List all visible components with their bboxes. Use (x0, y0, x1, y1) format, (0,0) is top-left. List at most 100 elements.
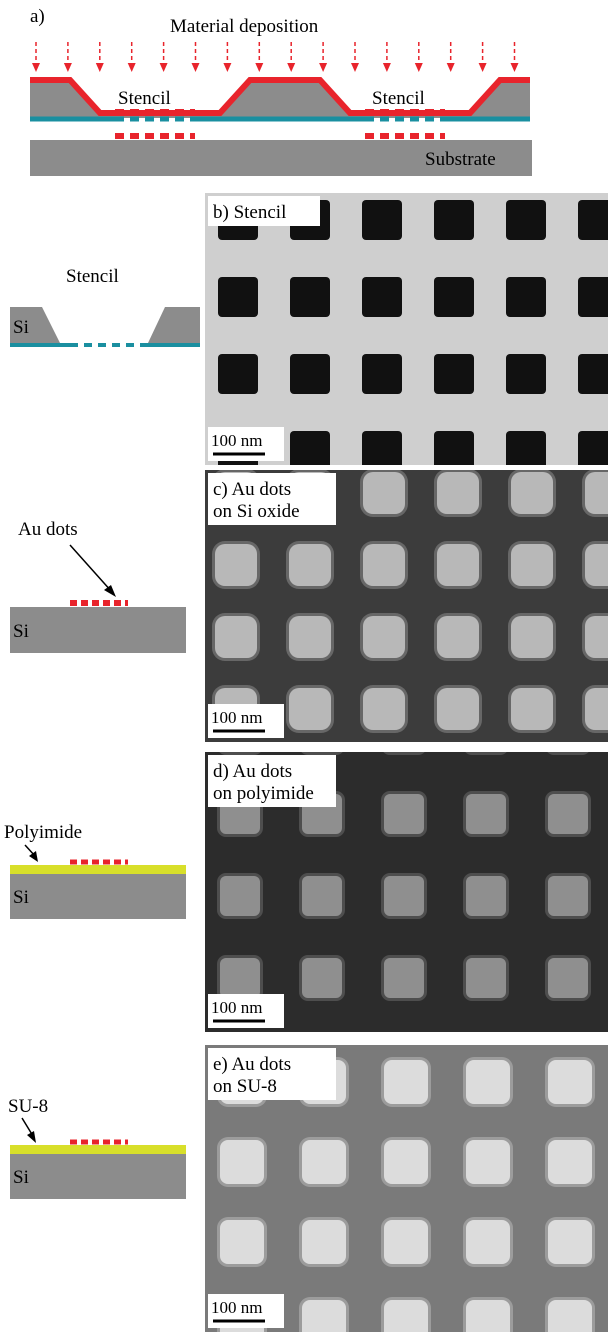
image-label: d) Au dots (213, 761, 292, 782)
material-label: Si (13, 1167, 29, 1188)
dot (466, 1300, 510, 1332)
dot (289, 544, 331, 586)
figure: a) Material deposition Stencil Stencil S… (0, 0, 608, 1332)
image-label: on polyimide (213, 783, 314, 804)
dot (548, 958, 588, 998)
arrow-head (479, 63, 487, 72)
dot (362, 354, 402, 394)
dot (384, 1220, 428, 1264)
schematic-c: Au dots Si (10, 519, 186, 653)
si-block (148, 307, 200, 343)
su8-layer (10, 1145, 186, 1154)
material-label: Si (13, 317, 29, 338)
dot (290, 354, 330, 394)
dot (437, 544, 479, 586)
image-label: e) Au dots (213, 1054, 291, 1075)
arrow-head (287, 63, 295, 72)
dot (302, 1300, 346, 1332)
deposition-arrows (32, 42, 519, 72)
arrow-head (511, 63, 519, 72)
dot (506, 431, 546, 471)
dot (548, 1220, 592, 1264)
dot (548, 1300, 592, 1332)
dot (363, 544, 405, 586)
schematic-label: Au dots (18, 519, 78, 540)
image-label: on Si oxide (213, 501, 300, 522)
dot (578, 431, 608, 471)
arrow-head (383, 63, 391, 72)
dot (466, 1140, 510, 1184)
dot (548, 876, 588, 916)
scale-label: 100 nm (211, 431, 262, 450)
schematic-b: Stencil Si (10, 266, 200, 345)
dot (437, 472, 479, 514)
dot (220, 1140, 264, 1184)
dot (511, 544, 553, 586)
dot (215, 616, 257, 658)
dot (548, 1140, 592, 1184)
arrow-head (223, 63, 231, 72)
dot (384, 1140, 428, 1184)
dot (363, 688, 405, 730)
dot (585, 616, 608, 658)
arrow-head (319, 63, 327, 72)
arrow-head (96, 63, 104, 72)
dot (363, 616, 405, 658)
stencil-label: Stencil (372, 88, 425, 109)
image-label: b) Stencil (213, 202, 286, 223)
dot (290, 277, 330, 317)
si-substrate (10, 874, 186, 919)
arrow-head (351, 63, 359, 72)
polyimide-layer (10, 865, 186, 874)
dot (220, 958, 260, 998)
arrow-head (128, 63, 136, 72)
dot (548, 794, 588, 834)
dot (578, 200, 608, 240)
arrow-head (192, 63, 200, 72)
dot (434, 200, 474, 240)
schematic-label: Polyimide (4, 822, 82, 843)
dot (384, 1300, 428, 1332)
dot (384, 1060, 428, 1104)
dot (362, 277, 402, 317)
dot (511, 472, 553, 514)
dot (302, 958, 342, 998)
dot (218, 277, 258, 317)
dot (506, 277, 546, 317)
dot (466, 876, 506, 916)
dot (289, 616, 331, 658)
dot (290, 431, 330, 471)
dot (506, 354, 546, 394)
arrow-head (447, 63, 455, 72)
panel-title: Material deposition (170, 16, 319, 37)
dot (437, 616, 479, 658)
dot (289, 688, 331, 730)
si-substrate (10, 1154, 186, 1199)
dot (302, 1140, 346, 1184)
sem-image: b) Stencil 100 nm (205, 193, 608, 471)
dot (218, 354, 258, 394)
dot (466, 1060, 510, 1104)
image-label: on SU-8 (213, 1076, 277, 1097)
dot (384, 794, 424, 834)
arrow-head (32, 63, 40, 72)
arrow (70, 545, 112, 592)
sem-image: d) Au dotson polyimide 100 nm (205, 709, 608, 1032)
dot (466, 958, 506, 998)
panel-a: a) Material deposition Stencil Stencil S… (30, 6, 532, 176)
scale-label: 100 nm (211, 998, 262, 1017)
schematic-e: SU-8 Si (8, 1096, 186, 1199)
arrow-head (255, 63, 263, 72)
arrow-head (415, 63, 423, 72)
dot (362, 431, 402, 471)
dot (585, 688, 608, 730)
si-substrate (10, 607, 186, 653)
dot (362, 200, 402, 240)
scale-label: 100 nm (211, 1298, 262, 1317)
dot (434, 277, 474, 317)
dot (585, 472, 608, 514)
dot (466, 1220, 510, 1264)
arrow-head (27, 1131, 36, 1143)
dot (215, 544, 257, 586)
